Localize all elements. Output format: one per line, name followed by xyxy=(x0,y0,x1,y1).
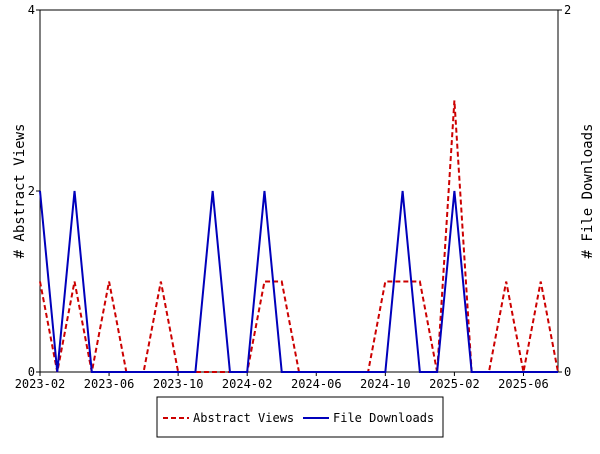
y-tick-label: 2 xyxy=(28,184,35,198)
x-tick-label: 2023-10 xyxy=(153,377,204,391)
x-tick-label: 2024-02 xyxy=(222,377,273,391)
x-tick-label: 2025-06 xyxy=(498,377,549,391)
x-tick-label: 2025-02 xyxy=(429,377,480,391)
legend-label: File Downloads xyxy=(333,411,434,425)
legend xyxy=(156,396,444,438)
y2-tick-label: 2 xyxy=(564,3,571,17)
y2-axis-label: # File Downloads xyxy=(580,124,596,259)
y2-tick-label: 0 xyxy=(564,365,571,379)
series-line xyxy=(39,190,558,373)
x-tick-label: 2024-10 xyxy=(360,377,411,391)
y-tick-label: 0 xyxy=(28,365,35,379)
plot-frame xyxy=(39,9,559,373)
x-tick-label: 2023-02 xyxy=(15,377,66,391)
x-tick-label: 2024-06 xyxy=(291,377,342,391)
legend-label: Abstract Views xyxy=(193,411,294,425)
y-tick-label: 4 xyxy=(28,3,35,17)
x-tick-label: 2023-06 xyxy=(84,377,135,391)
y-axis-label: # Abstract Views xyxy=(12,124,28,259)
